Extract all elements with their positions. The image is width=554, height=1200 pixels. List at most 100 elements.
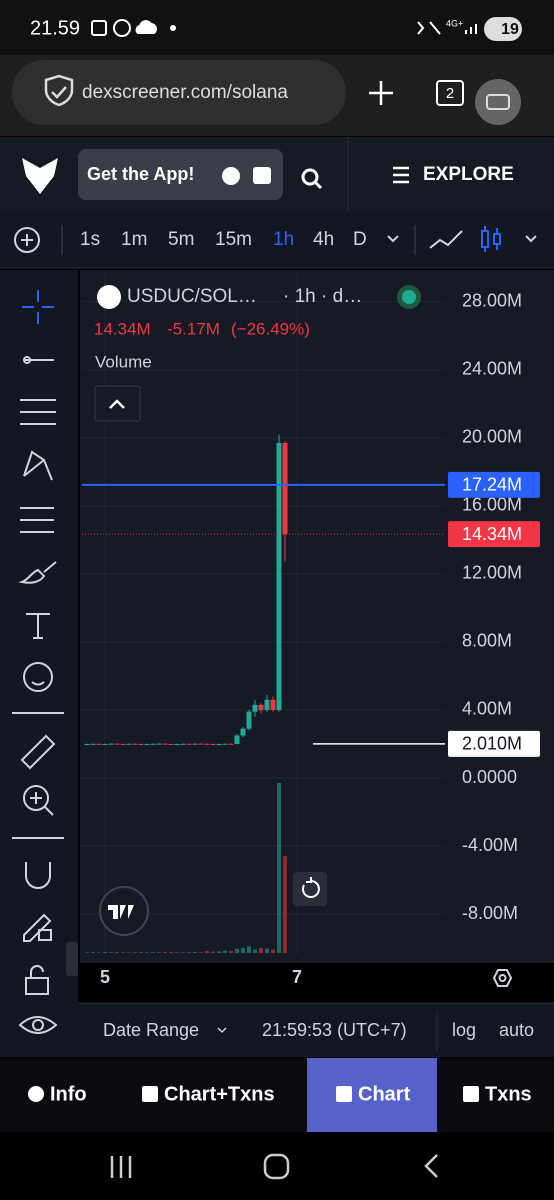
volume-bar (97, 952, 101, 953)
candle-body (174, 743, 180, 745)
new-tab-button[interactable] (369, 81, 393, 105)
add-indicator-part (14, 227, 40, 253)
volume-bar (175, 952, 179, 953)
pair-icon (97, 285, 121, 309)
candle-body (102, 743, 108, 745)
network-type: 4G+ (446, 18, 463, 28)
candle-body (144, 743, 150, 745)
volume-bar (151, 952, 155, 953)
volume-bar (91, 952, 95, 953)
drawing-tools[interactable] (12, 290, 64, 1034)
reset-button[interactable] (293, 872, 327, 906)
volume-bar (205, 950, 209, 953)
toolbar-toggle[interactable] (66, 942, 78, 976)
home-button[interactable] (263, 1153, 290, 1180)
interval-button[interactable]: 15m (215, 229, 252, 250)
volume-bar (199, 952, 203, 953)
price-label-box (448, 730, 540, 757)
candle-body (210, 743, 216, 745)
nav-tab[interactable]: Txns (485, 1083, 532, 1105)
auto-toggle[interactable]: auto (499, 1020, 534, 1040)
date-range[interactable]: Date Range (103, 1020, 199, 1040)
candle-body (162, 743, 168, 745)
volume-bar (265, 948, 269, 953)
drawing-tools-part (26, 613, 50, 639)
y-tick-label: -4.00M (462, 835, 518, 855)
y-tick-label: 28.00M (462, 291, 522, 311)
get-app-button[interactable] (78, 149, 283, 200)
drawing-tools-part (23, 785, 49, 811)
tabs-button[interactable] (436, 80, 464, 106)
status-icons-part (170, 25, 176, 31)
interval-button[interactable]: 4h (313, 229, 334, 250)
tradingview-logo[interactable] (99, 886, 149, 936)
lock-icon (44, 74, 74, 107)
volume-bar (217, 951, 221, 953)
candle-body (168, 743, 174, 745)
candle-chart-button-part (484, 226, 498, 252)
interval-button[interactable]: 5m (168, 229, 194, 250)
nav-tab[interactable]: Info (50, 1083, 87, 1105)
interval-dropdown[interactable] (387, 235, 399, 243)
url-field[interactable] (12, 60, 346, 125)
collapse-icon (109, 399, 125, 409)
candle-body (186, 743, 192, 745)
explore-icon (393, 166, 409, 184)
nav-tab[interactable]: Chart+Txns (164, 1083, 275, 1105)
add-indicator[interactable] (14, 227, 40, 253)
explore-button[interactable]: EXPLORE (423, 164, 514, 185)
candle-chart-button[interactable] (481, 226, 501, 252)
nav-tab[interactable]: Chart (358, 1083, 411, 1105)
settings-button[interactable] (492, 969, 513, 987)
candle-body (252, 704, 258, 712)
menu-button[interactable] (475, 79, 521, 125)
log-toggle[interactable]: log (452, 1020, 476, 1040)
candle-body (222, 743, 228, 745)
reset-icon (301, 877, 320, 898)
candle-body (264, 699, 270, 710)
volume-bar (247, 946, 251, 953)
drawing-tools-part (20, 399, 56, 425)
volume-bar (85, 952, 89, 953)
volume-bar (115, 952, 119, 953)
candle-body (114, 743, 120, 745)
interval-button[interactable]: 1s (80, 229, 100, 250)
volume-label: Volume (95, 352, 152, 371)
candle-body (132, 743, 138, 745)
line-chart-button[interactable] (429, 230, 463, 249)
pair-interval: · 1h · d… (283, 286, 362, 307)
drawing-tools-part (22, 290, 54, 324)
recents-button[interactable] (110, 1156, 132, 1178)
search-button[interactable] (301, 168, 323, 190)
price-label-box (448, 521, 540, 548)
drawing-tools-part (23, 356, 31, 364)
interval-button[interactable]: 1m (121, 229, 147, 250)
nav-icon (28, 1086, 44, 1102)
volume-bar (169, 952, 173, 953)
drawing-tools-part (30, 792, 54, 816)
volume-bar (157, 952, 161, 953)
candle-body (258, 704, 264, 710)
volume-bar (121, 952, 125, 953)
logo[interactable] (22, 158, 58, 194)
volume-bar (211, 951, 215, 953)
drawing-tools-part (25, 862, 51, 889)
legend-change: -5.17M (167, 319, 220, 338)
url: dexscreener.com/solana (82, 82, 288, 103)
candle-body (108, 743, 114, 745)
status-dot-core (402, 290, 416, 304)
candle-body (282, 443, 288, 535)
candle-body (126, 743, 132, 745)
nav-icon (336, 1086, 352, 1102)
tab-count: 2 (446, 85, 454, 102)
chart-type-dropdown[interactable] (525, 235, 537, 243)
volume-bar (103, 951, 107, 953)
y-tick-label: 0.0000 (462, 767, 517, 787)
interval-button[interactable]: 1h (273, 229, 294, 250)
candle-body (150, 743, 156, 745)
volume-bar (241, 947, 245, 953)
collapse-legend[interactable] (94, 385, 141, 422)
candle-body (120, 743, 126, 745)
interval-button[interactable]: D (353, 229, 367, 250)
back-button[interactable] (424, 1154, 438, 1178)
